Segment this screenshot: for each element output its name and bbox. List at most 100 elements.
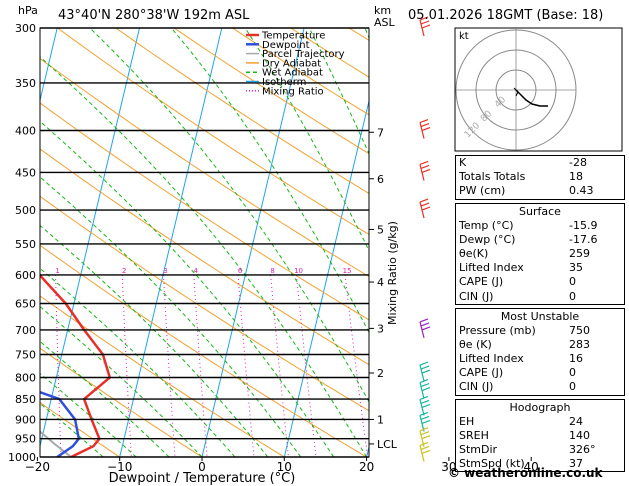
stat-label: K (459, 156, 467, 169)
mixing-ratio-line (55, 274, 62, 457)
pressure-tick-label: 550 (15, 238, 36, 251)
hpa-label: hPa (18, 4, 38, 17)
wind-barb-flag (419, 427, 429, 432)
stat-row: Lifted Index 35 (459, 261, 621, 275)
stat-label: StmDir (459, 443, 498, 456)
stat-value: 35 (569, 261, 583, 275)
km-tick-label: 5 (377, 223, 384, 236)
most-unstable-box: Most Unstable Pressure (mb) 750 θe (K) 283 L… (455, 307, 625, 396)
wind-barb (419, 395, 431, 416)
wind-barb-flag (421, 369, 431, 374)
wind-barb-flag (420, 322, 430, 327)
wind-barb-flag (421, 419, 431, 424)
basic-indices: K -28 Totals Totals 18 PW (cm) 0.43 (455, 155, 625, 200)
wet-adiabat-line (40, 340, 170, 457)
mixing-ratio-line (270, 274, 289, 457)
wet-adiabat-line (40, 224, 269, 457)
pressure-tick-label: 650 (15, 298, 36, 311)
pressure-tick-label: 400 (15, 125, 36, 138)
x-tick-label: 30 (441, 460, 456, 474)
stat-value: 0.43 (569, 184, 594, 198)
isotherm-line (201, 28, 305, 457)
stat-label: Temp (°C) (459, 218, 514, 232)
x-tick-label: 40 (524, 460, 539, 474)
stat-row: CAPE (J) 0 (459, 275, 621, 289)
hodograph-storm-marker (513, 87, 519, 97)
stat-value: 0 (569, 380, 576, 394)
x-tick-label: 20 (359, 460, 374, 474)
wind-barb (419, 118, 431, 139)
stat-label: Dewp (°C) (459, 232, 516, 246)
stat-label: Totals Totals (459, 170, 526, 184)
pressure-tick-label: 350 (15, 77, 36, 90)
mixing-ratio-label: 15 (343, 267, 352, 275)
mixing-ratio-label: 4 (194, 267, 199, 275)
pressure-tick-label: 700 (15, 324, 36, 337)
mixing-ratio-label: 2 (122, 267, 126, 275)
stat-label: SREH (459, 428, 489, 442)
mixing-ratio-label: 3 (163, 267, 167, 275)
wind-barb (419, 411, 431, 432)
dry-adiabat-line (115, 28, 369, 195)
stat-value: 283 (569, 337, 590, 351)
stat-label: PW (cm) (459, 184, 506, 198)
wind-barb-flag (421, 449, 431, 454)
surface-box: Surface Temp (°C) -15.9 Dewp (°C) -17.6 θe(K… (455, 202, 625, 305)
stat-row: EH 24 (459, 415, 621, 429)
stat-label: CIN (J) (459, 380, 494, 394)
wind-barb-flag (420, 20, 430, 25)
wind-barb-flag (419, 160, 429, 166)
wind-barb-flag (420, 202, 430, 207)
stat-value: 750 (569, 323, 590, 337)
legend-label: Isotherm (262, 77, 306, 88)
stat-label: θe (K) (459, 337, 492, 351)
wind-barb-flag (419, 441, 429, 446)
stat-label: StmSpd (kt) (459, 457, 525, 471)
datetime-title: 05.01.2026 18GMT (Base: 18) (408, 8, 603, 23)
wind-barb-flag (420, 122, 430, 128)
stat-value: 0 (569, 366, 576, 380)
asl-label: ASL (374, 16, 396, 29)
legend-label: Wet Adiabat (262, 68, 323, 79)
wind-barb-flag (419, 198, 429, 203)
km-tick-label: 1 (377, 413, 384, 426)
stat-row: Temp (°C) -15.9 (459, 219, 621, 233)
stat-label: CIN (J) (459, 289, 494, 303)
location-title: 43°40'N 280°38'W 192m ASL (58, 8, 250, 23)
dry-adiabat-line (40, 57, 369, 278)
pressure-tick-label: 600 (15, 269, 36, 282)
mixing-ratio-line (344, 274, 369, 457)
stat-value: 326° (569, 443, 596, 456)
stat-label: CAPE (J) (459, 366, 504, 380)
mixing-ratio-label: 1 (55, 267, 59, 275)
stat-row: PW (cm) 0.43 (459, 184, 621, 198)
wet-adiabat-line (171, 28, 369, 334)
stat-value: -28 (569, 156, 587, 169)
pressure-tick-label: 800 (15, 371, 36, 384)
stats-panel: K -28 Totals Totals 18 PW (cm) 0.43 Surface T… (455, 155, 625, 475)
wind-barb-flag (420, 399, 430, 404)
stat-label: Pressure (mb) (459, 323, 536, 337)
wind-barb-flag (421, 206, 431, 211)
wind-barb-flag (421, 403, 431, 408)
stat-value: -15.9 (569, 218, 598, 232)
credit-text[interactable]: © weatheronline.co.uk (448, 466, 603, 480)
hodograph-stats-title: Hodograph (509, 400, 571, 414)
wind-barb-flag (421, 126, 431, 132)
legend-label: Temperature (261, 31, 325, 42)
legend-label: Mixing Ratio (262, 86, 324, 97)
parcel-trajectory-line (40, 430, 72, 457)
wind-barb-flag (419, 361, 429, 366)
stat-row: Dewp (°C) -17.6 (459, 233, 621, 247)
wet-adiabat-line (40, 176, 302, 457)
mixing-ratio-label: 6 (238, 267, 243, 275)
wind-barb (419, 198, 431, 219)
km-tick-label: 2 (377, 367, 384, 380)
legend-label: Parcel Trajectory (262, 49, 345, 60)
km-label: km (374, 4, 391, 17)
mixing-ratio-line (163, 274, 176, 457)
wind-barb (419, 318, 431, 339)
wet-adiabat-line (40, 372, 137, 457)
